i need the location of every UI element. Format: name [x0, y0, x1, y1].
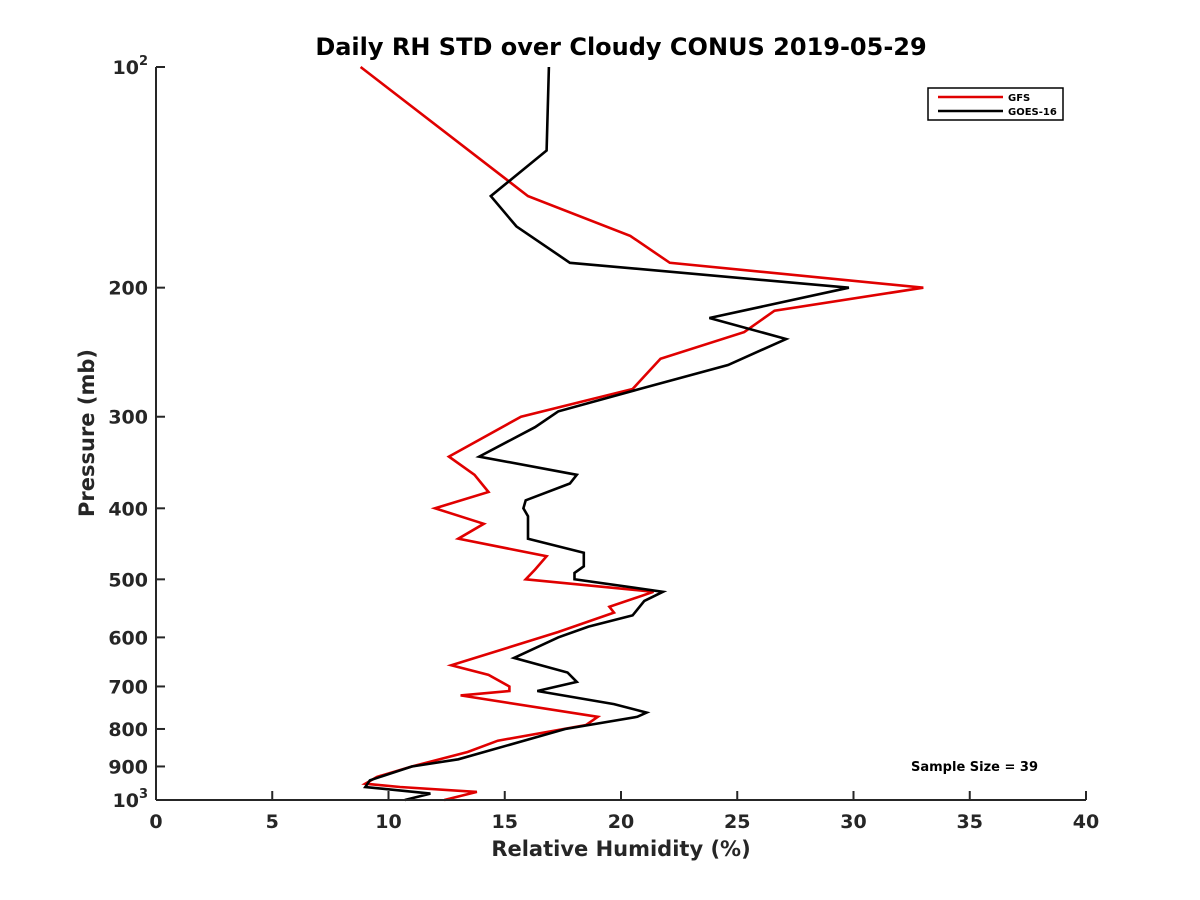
legend: GFS GOES-16: [927, 87, 1064, 121]
y-tick-label: 800: [108, 719, 148, 741]
y-tick-label: 103: [113, 787, 149, 812]
sample-size-annotation: Sample Size = 39: [911, 760, 1038, 775]
legend-label-gfs: GFS: [1008, 93, 1030, 104]
legend-box: [927, 87, 1064, 121]
y-tick-label: 102: [113, 54, 149, 79]
x-tick-label: 0: [149, 811, 162, 833]
y-tick-label: 900: [108, 756, 148, 778]
y-tick-label: 700: [108, 676, 148, 698]
axes: [155, 67, 1086, 801]
chart-title: Daily RH STD over Cloudy CONUS 2019-05-2…: [315, 33, 926, 61]
x-tick-label: 30: [840, 811, 866, 833]
x-tick-label: 25: [724, 811, 750, 833]
x-tick-label: 20: [608, 811, 634, 833]
y-tick-label: 600: [108, 627, 148, 649]
x-tick-label: 10: [375, 811, 401, 833]
x-ticks: 0 5 10 15 20 25 30 35 40: [149, 791, 1099, 833]
x-tick-label: 15: [492, 811, 518, 833]
y-axis-label: Pressure (mb): [75, 349, 99, 517]
y-tick-label: 300: [108, 407, 148, 429]
y-ticks: 102 200 300 400 500 600 700 800 900 103: [108, 54, 165, 812]
plot-lines: [359, 65, 924, 802]
y-tick-label: 500: [108, 569, 148, 591]
x-tick-label: 40: [1073, 811, 1099, 833]
series-line-goes16: [362, 66, 850, 802]
x-tick-label: 5: [266, 811, 279, 833]
y-tick-label: 200: [108, 278, 148, 300]
y-tick-label: 400: [108, 498, 148, 520]
x-tick-label: 35: [957, 811, 983, 833]
series-line-gfs: [359, 65, 924, 802]
x-axis-label: Relative Humidity (%): [491, 837, 750, 861]
legend-label-goes16: GOES-16: [1008, 107, 1057, 118]
